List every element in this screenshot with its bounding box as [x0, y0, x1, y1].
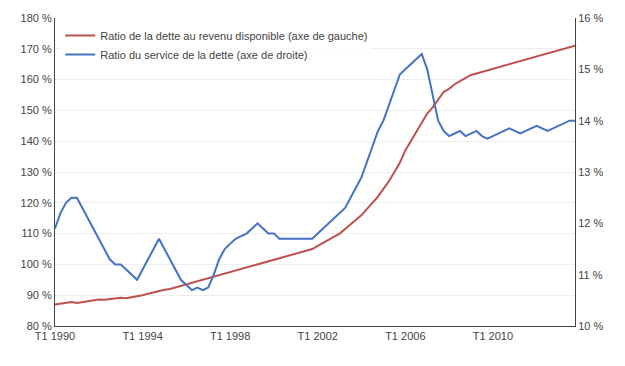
svg-text:T1 1990: T1 1990 [35, 330, 75, 342]
svg-text:80 %: 80 % [27, 320, 52, 332]
svg-text:150 %: 150 % [21, 104, 52, 116]
svg-text:12 %: 12 % [578, 217, 603, 229]
svg-text:T1 2010: T1 2010 [473, 330, 513, 342]
svg-text:130 %: 130 % [21, 166, 52, 178]
svg-text:15 %: 15 % [578, 63, 603, 75]
svg-text:Ratio de la dette au revenu di: Ratio de la dette au revenu disponible (… [100, 30, 367, 42]
svg-text:T1 2002: T1 2002 [298, 330, 338, 342]
svg-text:14 %: 14 % [578, 115, 603, 127]
svg-text:110 %: 110 % [21, 227, 52, 239]
svg-text:13 %: 13 % [578, 166, 603, 178]
svg-text:160 %: 160 % [21, 73, 52, 85]
svg-text:11 %: 11 % [578, 269, 602, 281]
svg-text:100 %: 100 % [21, 258, 52, 270]
svg-text:120 %: 120 % [21, 197, 52, 209]
svg-text:T1 1994: T1 1994 [122, 330, 162, 342]
svg-text:140 %: 140 % [21, 135, 52, 147]
svg-text:Ratio du service de la dette (: Ratio du service de la dette (axe de dro… [100, 49, 307, 61]
svg-text:16 %: 16 % [578, 12, 603, 24]
svg-text:90 %: 90 % [27, 289, 52, 301]
svg-text:170 %: 170 % [21, 43, 52, 55]
svg-text:T1 2006: T1 2006 [385, 330, 425, 342]
svg-text:180 %: 180 % [21, 12, 52, 24]
svg-text:T1 1998: T1 1998 [210, 330, 250, 342]
svg-text:10 %: 10 % [578, 320, 603, 332]
